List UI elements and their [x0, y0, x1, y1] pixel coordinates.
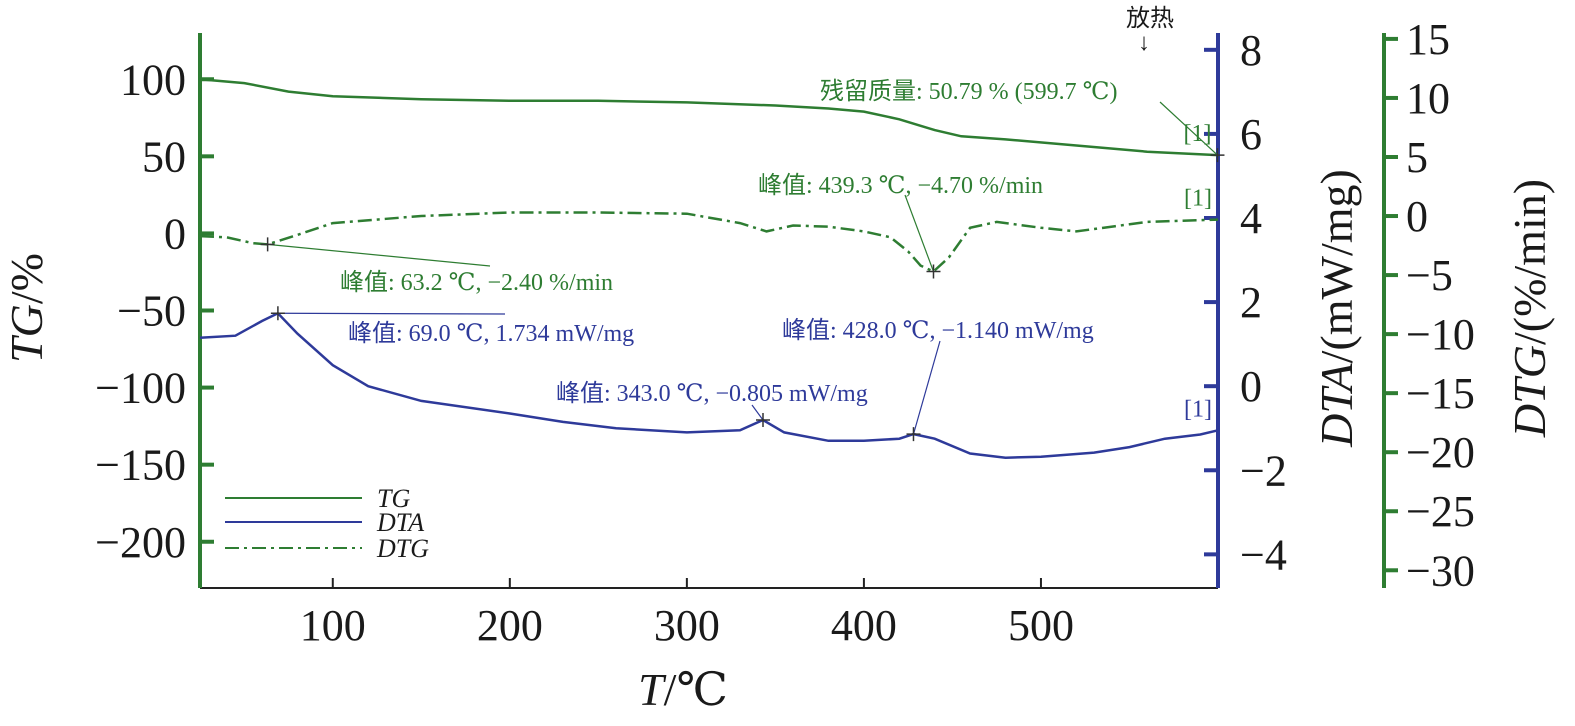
peak-marker	[906, 427, 921, 442]
annotation-leader	[904, 194, 935, 272]
exotherm-label: 放热	[1126, 5, 1174, 32]
dtg-tick-label: −15	[1406, 369, 1475, 418]
legend-label-dtg: DTG	[376, 534, 429, 563]
dtg-tick-label: −25	[1406, 487, 1475, 536]
annotation-label: 峰值: 439.3 ℃, −4.70 %/min	[758, 172, 1043, 199]
x-tick-label: 300	[654, 601, 720, 650]
dta-tick-label: 6	[1240, 110, 1262, 159]
annotation-leader	[751, 404, 764, 421]
dtg-tick-label: 5	[1406, 133, 1428, 182]
annotation-leader	[267, 243, 491, 267]
dtg-tick-label: −30	[1406, 546, 1475, 595]
exotherm-arrow: ↓	[1138, 30, 1150, 56]
dta-tick-label: −4	[1240, 530, 1287, 579]
dtg-tick-label: −5	[1406, 251, 1453, 300]
tg-tick-label: −200	[95, 518, 186, 567]
x-tick-label: 400	[831, 601, 897, 650]
tg-tick-label: 0	[164, 209, 186, 258]
annotation-label: 峰值: 428.0 ℃, −1.140 mW/mg	[782, 317, 1094, 344]
peak-marker	[260, 237, 275, 252]
dta-tick-label: 2	[1240, 278, 1262, 327]
annotation-layer: [1] [1] [1] 残留质量: 50.79 % (599.7 ℃) 峰值: 439.…	[260, 5, 1225, 442]
peak-marker	[755, 413, 770, 428]
dtg-axis-label: DTG/(%/min)	[1504, 179, 1555, 438]
dta-axis-label: DTA/(mW/mg)	[1311, 169, 1362, 448]
annotation-label: 峰值: 343.0 ℃, −0.805 mW/mg	[556, 380, 868, 407]
x-tick-label: 500	[1008, 601, 1074, 650]
legend-label-dta: DTA	[376, 508, 424, 537]
annotation-leader	[277, 312, 506, 315]
x-axis-label: T/℃	[638, 664, 728, 715]
dta-tick-label: 0	[1240, 362, 1262, 411]
dta-tick-label: −2	[1240, 446, 1287, 495]
annotation-label: 残留质量: 50.79 % (599.7 ℃)	[820, 78, 1118, 105]
annotation-leader	[1159, 101, 1218, 156]
peak-marker	[1210, 148, 1225, 163]
series-line-dtg	[199, 211, 1219, 273]
dta-tick-label: 8	[1240, 26, 1262, 75]
x-tick-label: 200	[477, 601, 543, 650]
peak-marker	[926, 264, 941, 279]
dtg-tick-label: 10	[1406, 74, 1450, 123]
dtg-tick-label: 0	[1406, 192, 1428, 241]
dtg-tick-label: −20	[1406, 428, 1475, 477]
tg-tick-label: 100	[120, 55, 186, 104]
series-line-tg	[199, 78, 1218, 157]
tg-axis-label: TG/%	[1, 253, 52, 363]
annotation-leader	[912, 340, 941, 435]
x-tick-label: 100	[300, 601, 366, 650]
axes-layer: 100 200 300 400 500T/℃100500−50−100−150−200T…	[1, 15, 1555, 715]
series-line-dta	[199, 311, 1219, 459]
tg-tick-label: 50	[142, 132, 186, 181]
series-end-label: [1]	[1184, 396, 1212, 422]
peak-marker	[270, 306, 285, 321]
tg-tick-label: −100	[95, 364, 186, 413]
tg-tick-label: −50	[117, 287, 186, 336]
series-layer	[199, 78, 1219, 459]
tg-tick-label: −150	[95, 441, 186, 490]
dta-tick-label: 4	[1240, 194, 1262, 243]
annotation-label: 峰值: 69.0 ℃, 1.734 mW/mg	[348, 320, 634, 347]
series-end-label: [1]	[1184, 186, 1212, 212]
legend-label-tg: TG	[377, 484, 410, 513]
annotation-label: 峰值: 63.2 ℃, −2.40 %/min	[340, 269, 613, 296]
series-end-label: [1]	[1183, 121, 1211, 147]
dtg-tick-label: −10	[1406, 310, 1475, 359]
dtg-tick-label: 15	[1406, 15, 1450, 64]
